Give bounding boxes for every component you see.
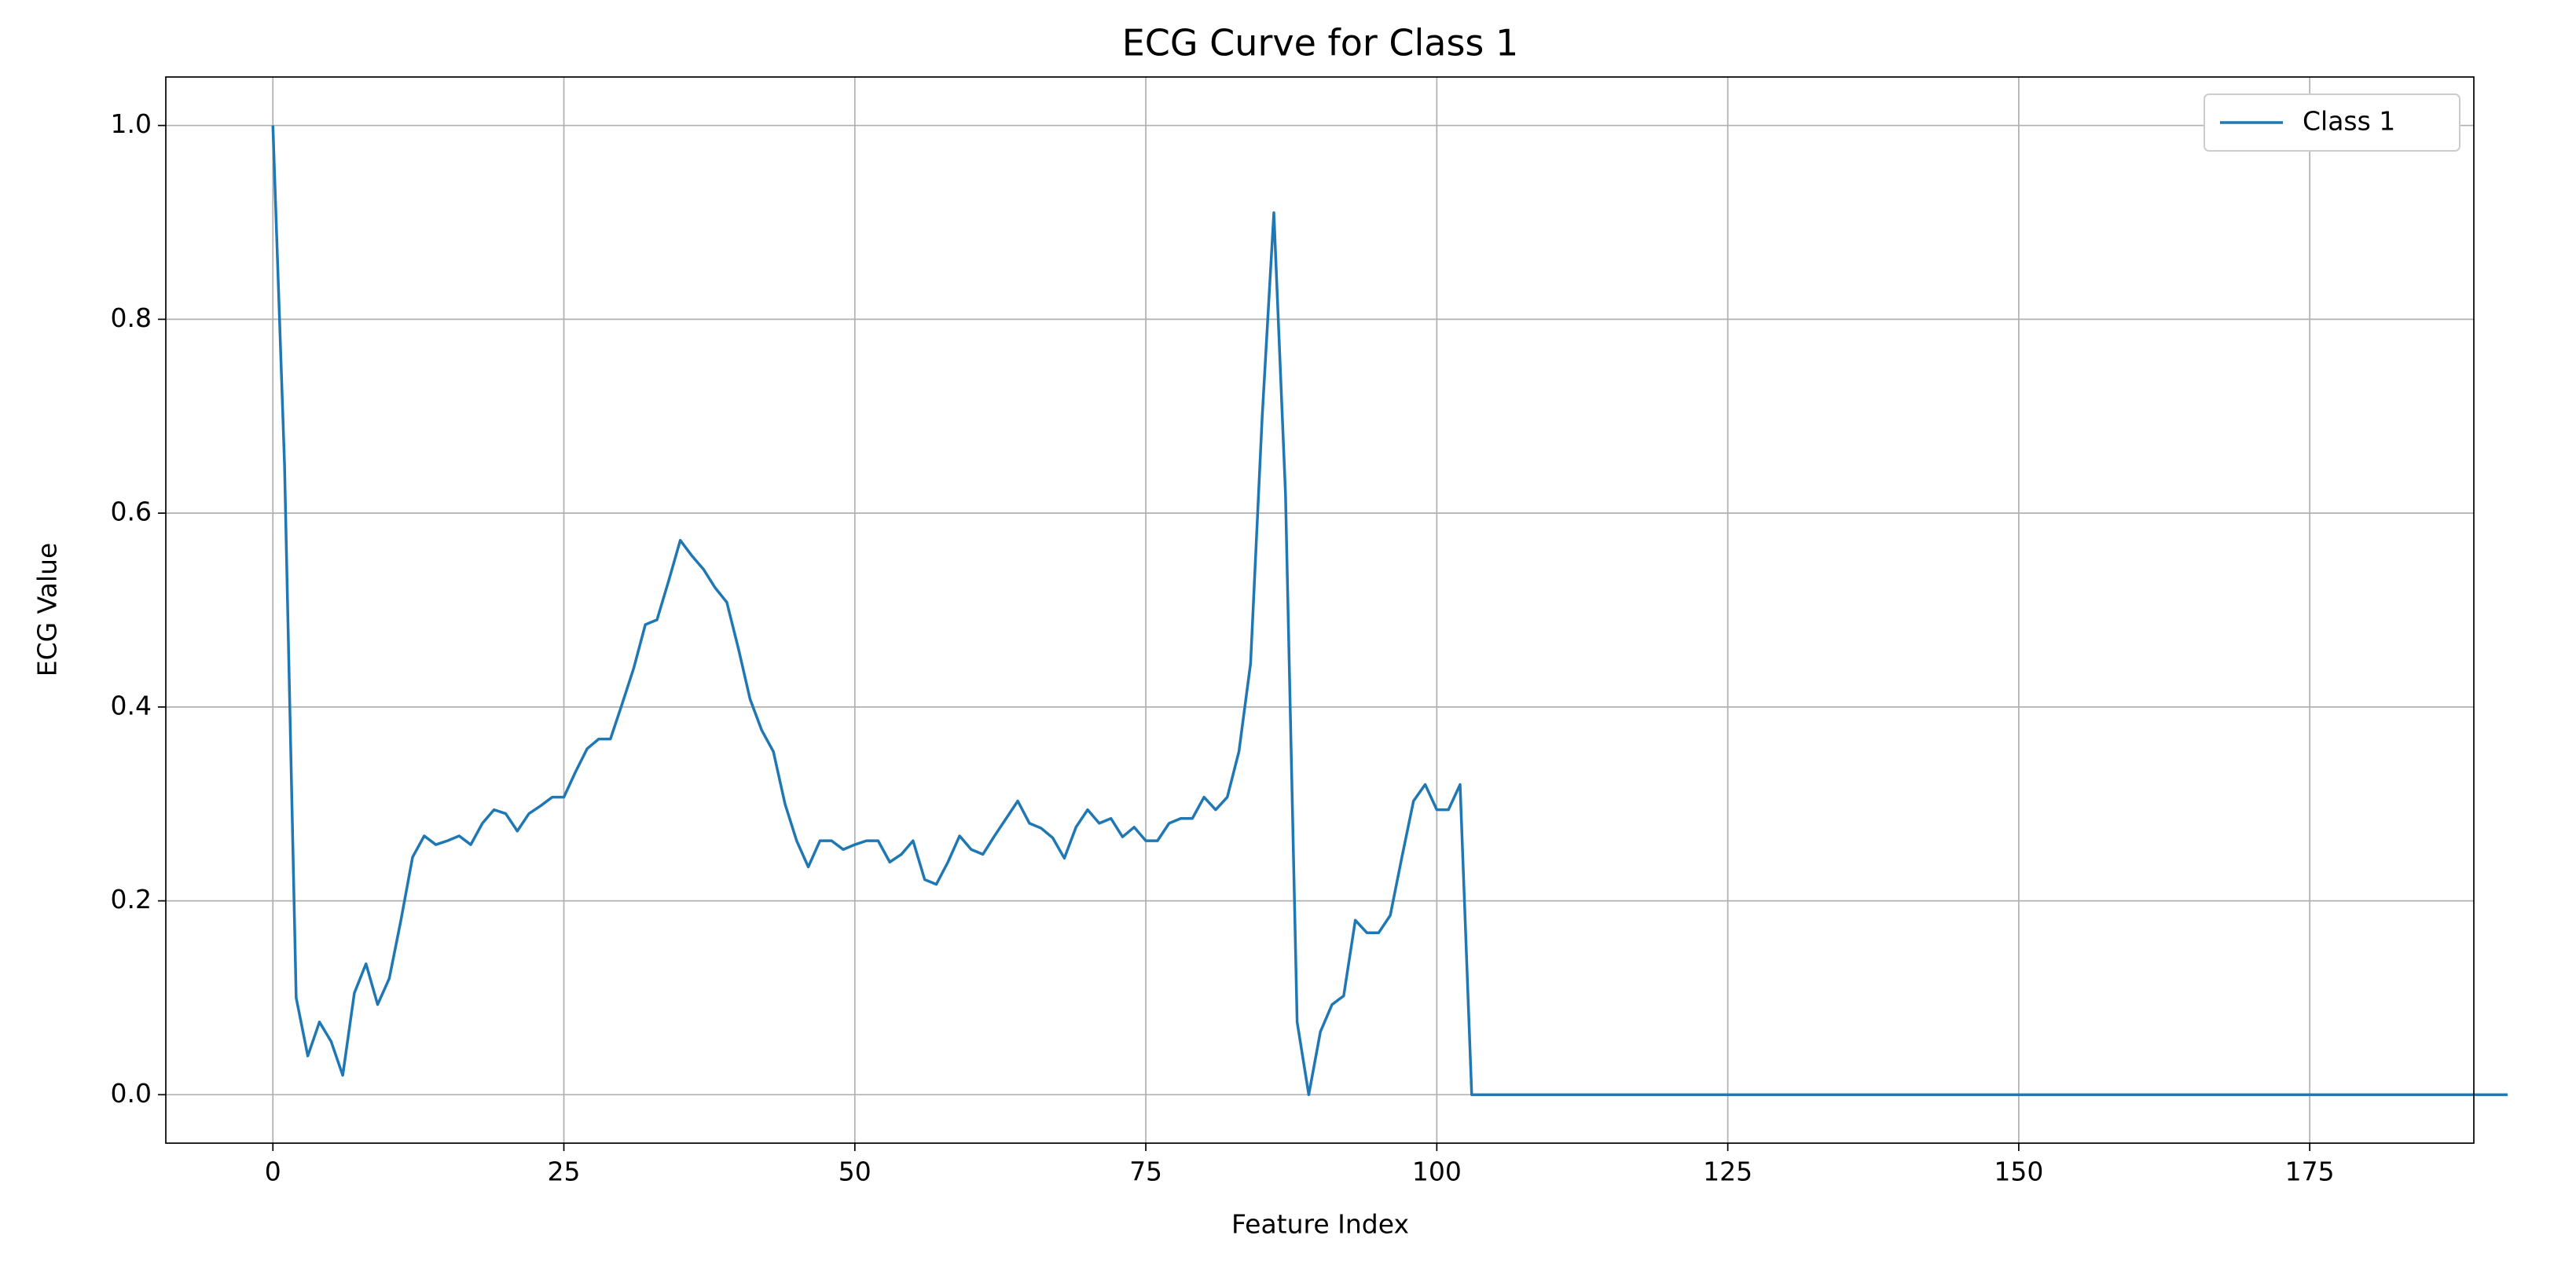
x-axis-label: Feature Index bbox=[1231, 1209, 1409, 1240]
y-tick-label: 1.0 bbox=[111, 108, 152, 139]
x-tick-label: 50 bbox=[838, 1157, 872, 1187]
x-tick-label: 150 bbox=[1994, 1157, 2043, 1187]
legend-box bbox=[2204, 93, 2460, 152]
x-tick-label: 25 bbox=[548, 1157, 581, 1187]
x-tick-label: 100 bbox=[1412, 1157, 1462, 1187]
chart-title: ECG Curve for Class 1 bbox=[1122, 22, 1519, 64]
x-tick-label: 75 bbox=[1129, 1157, 1162, 1187]
y-axis-label: ECG Value bbox=[32, 543, 63, 677]
x-tick-label: 175 bbox=[2285, 1157, 2335, 1187]
y-tick-label: 0.4 bbox=[111, 690, 152, 720]
y-tick-label: 0.2 bbox=[111, 884, 152, 915]
y-tick-label: 0.6 bbox=[111, 497, 152, 527]
data-line bbox=[271, 125, 2508, 1097]
axes-frame bbox=[165, 76, 2475, 1144]
x-tick-label: 0 bbox=[265, 1157, 281, 1187]
legend-label: Class 1 bbox=[2303, 106, 2395, 137]
y-tick-label: 0.8 bbox=[111, 302, 152, 333]
x-tick-label: 125 bbox=[1703, 1157, 1752, 1187]
y-tick-label: 0.0 bbox=[111, 1078, 152, 1109]
